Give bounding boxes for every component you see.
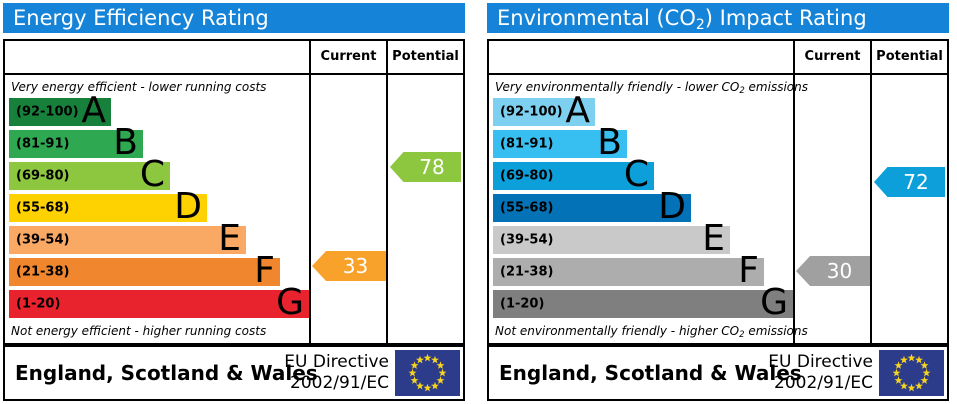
band-range-label: (39-54) [500,232,554,248]
chart-title-text: Energy Efficiency Rating [13,6,269,30]
band-letter: G [276,281,304,323]
band-e: (39-54) E [9,220,246,256]
band-range-label: (55-68) [500,200,554,216]
band-letter: E [702,217,725,259]
band-b: (81-91) B [9,124,143,160]
band-range-label: (1-20) [16,296,61,312]
band-letter: A [565,89,590,131]
band-range-label: (21-38) [16,264,70,280]
eu-flag-icon [879,350,944,396]
top-note-text: Very energy efficient - lower running co… [11,80,267,94]
band-range-label: (92-100) [500,104,563,120]
eu-directive-label: EU Directive 2002/91/EC [768,352,873,394]
chart-title: Energy Efficiency Rating [3,3,465,33]
eu-directive-line2: 2002/91/EC [774,373,873,393]
band-letter: F [738,249,759,291]
potential-column-header: Potential [876,49,943,64]
potential-column-header: Potential [392,49,459,64]
band-range-label: (1-20) [500,296,545,312]
band-f: (21-38) F [493,252,764,288]
top-note-tail: emissions [744,80,808,94]
band-range-label: (69-80) [16,168,70,184]
eu-directive-line1: EU Directive [768,352,873,372]
band-letter: B [597,121,622,163]
band-letter: F [254,249,275,291]
bottom-note-tail: emissions [744,324,808,338]
current-rating-arrow: 33 [312,251,386,281]
column-divider [870,41,872,343]
chart-footer: England, Scotland & Wales EU Directive 20… [3,345,465,401]
band-g: (1-20) G [493,284,793,320]
bottom-note-subscript: 2 [739,330,745,340]
chart-title-text-tail: ) Impact Rating [704,6,867,30]
eu-directive-line1: EU Directive [284,352,389,372]
band-range-label: (92-100) [16,104,79,120]
current-rating-arrow: 30 [796,256,870,286]
region-label: England, Scotland & Wales [15,361,318,385]
band-letter: E [218,217,241,259]
region-label: England, Scotland & Wales [499,361,802,385]
eu-flag-icon [395,350,460,396]
column-divider [793,41,795,343]
environmental-impact-rating-chart: Environmental (CO2) Impact Rating Curren… [487,3,949,401]
band-range-label: (69-80) [500,168,554,184]
band-letter: C [139,153,165,195]
band-range-label: (55-68) [16,200,70,216]
band-d: (55-68) D [493,188,691,224]
top-note: Very energy efficient - lower running co… [11,80,266,96]
potential-rating-arrow: 78 [390,152,461,182]
band-letter: G [760,281,788,323]
chart-footer: England, Scotland & Wales EU Directive 20… [487,345,949,401]
bottom-note-text: Not energy efficient - higher running co… [11,324,267,338]
eu-directive-line2: 2002/91/EC [290,373,389,393]
band-g: (1-20) G [9,284,309,320]
rating-table: Current Potential Very environmentally f… [487,39,949,345]
band-f: (21-38) F [9,252,280,288]
band-e: (39-54) E [493,220,730,256]
band-letter: B [113,121,138,163]
chart-title-text: Environmental (CO [497,6,696,30]
band-range-label: (39-54) [16,232,70,248]
energy-efficiency-rating-chart: Energy Efficiency Rating Current Potenti… [3,3,465,401]
band-range-label: (21-38) [500,264,554,280]
band-letter: C [623,153,649,195]
column-divider [386,41,388,343]
table-header-row [5,41,463,75]
column-divider [309,41,311,343]
rating-table: Current Potential Very energy efficient … [3,39,465,345]
band-c: (69-80) C [493,156,654,192]
bottom-note: Not energy efficient - higher running co… [11,324,266,340]
band-letter: A [81,89,106,131]
top-note-subscript: 2 [739,86,745,96]
bottom-note: Not environmentally friendly - higher CO… [495,324,808,340]
top-note: Very environmentally friendly - lower CO… [495,80,808,96]
band-range-label: (81-91) [500,136,554,152]
potential-rating-arrow: 72 [874,167,945,197]
band-c: (69-80) C [9,156,170,192]
band-letter: D [658,185,686,227]
band-d: (55-68) D [9,188,207,224]
current-column-header: Current [320,49,377,64]
band-b: (81-91) B [493,124,627,160]
band-letter: D [174,185,202,227]
band-a: (92-100) A [9,92,111,128]
chart-title-subscript: 2 [695,17,705,33]
band-range-label: (81-91) [16,136,70,152]
eu-directive-label: EU Directive 2002/91/EC [284,352,389,394]
bottom-note-text: Not environmentally friendly - higher CO [495,324,740,338]
top-note-text: Very environmentally friendly - lower CO [495,80,740,94]
current-column-header: Current [804,49,861,64]
band-a: (92-100) A [493,92,595,128]
table-header-row [489,41,947,75]
chart-title: Environmental (CO2) Impact Rating [487,3,949,33]
